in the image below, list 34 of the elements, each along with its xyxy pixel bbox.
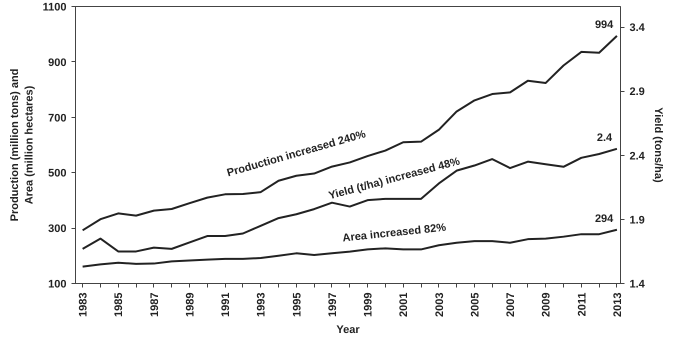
y2-tick-label: 3.4 (630, 22, 646, 34)
y2-tick-label: 1.4 (630, 278, 646, 290)
x-tick-label: 1999 (362, 292, 375, 317)
x-tick-label: 1989 (184, 292, 196, 317)
x-tick-label: 2001 (398, 292, 410, 317)
y-tick-label: 900 (48, 56, 67, 69)
x-tick-label: 1997 (326, 292, 339, 317)
annotation: 294 (594, 212, 614, 225)
y-tick-label: 700 (48, 112, 67, 124)
x-tick-label: 1987 (148, 292, 161, 317)
x-tick-label: 1991 (220, 292, 232, 317)
x-tick-label: 1985 (113, 292, 126, 317)
y-tick-label: 500 (48, 168, 67, 180)
annotation: Area increased 82% (342, 222, 447, 244)
y2-tick-label: 2.4 (630, 150, 646, 162)
x-tick-label: 1983 (78, 292, 90, 317)
x-tick-label: 2013 (612, 292, 624, 317)
annotation: 994 (594, 18, 614, 31)
y2-tick-label: 2.9 (630, 86, 645, 98)
x-tick-label: 2003 (434, 292, 446, 317)
x-tick-label: 1993 (256, 292, 268, 317)
x-tick-label: 2005 (469, 292, 482, 317)
y-axis-title: Production (million tons) and Area (million hectares) (9, 68, 36, 222)
x-axis-title: Year (336, 324, 360, 336)
y-tick-label: 1100 (42, 2, 67, 14)
y2-axis-title: Yield (tons/ha) (652, 107, 664, 184)
y-tick-label: 100 (48, 278, 67, 290)
x-tick-label: 2009 (540, 292, 553, 317)
x-tick-label: 2011 (576, 292, 588, 316)
y2-tick-label: 1.9 (630, 214, 645, 226)
y-tick-label: 300 (48, 223, 67, 236)
x-tick-label: 2007 (505, 292, 518, 317)
x-tick-label: 1995 (291, 292, 304, 317)
annotation: 2.4 (596, 132, 613, 144)
